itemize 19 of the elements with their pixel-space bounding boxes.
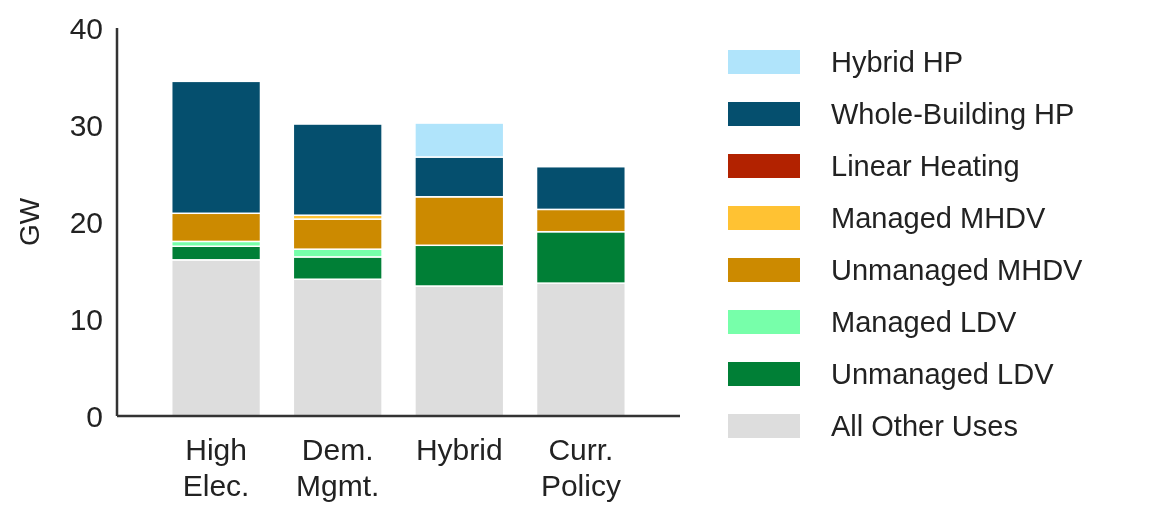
y-tick-label: 10 bbox=[69, 302, 103, 336]
legend-label: Hybrid HP bbox=[831, 46, 964, 79]
x-tick-label: Dem. Mgmt. bbox=[296, 433, 380, 502]
legend-label: Unmanaged LDV bbox=[831, 358, 1055, 391]
y-tick-label: 40 bbox=[69, 11, 103, 45]
legend-label: Whole-Building HP bbox=[831, 98, 1075, 131]
y-tick-label: 30 bbox=[69, 108, 103, 142]
x-tick-label: Curr. Policy bbox=[540, 433, 621, 502]
legend-label: Managed MHDV bbox=[831, 202, 1047, 235]
legend-label: All Other Uses bbox=[831, 410, 1018, 443]
y-axis-title: GW bbox=[14, 197, 45, 247]
bar bbox=[292, 123, 383, 216]
y-tick-label: 20 bbox=[69, 205, 103, 239]
legend-label: Linear Heating bbox=[831, 150, 1020, 183]
x-tick-label: High Elec. bbox=[182, 433, 250, 502]
y-tick-label: 0 bbox=[86, 399, 103, 433]
x-tick-label: Hybrid bbox=[415, 433, 503, 466]
legend-label: Managed LDV bbox=[831, 306, 1018, 339]
legend-label: Unmanaged MHDV bbox=[831, 254, 1084, 287]
